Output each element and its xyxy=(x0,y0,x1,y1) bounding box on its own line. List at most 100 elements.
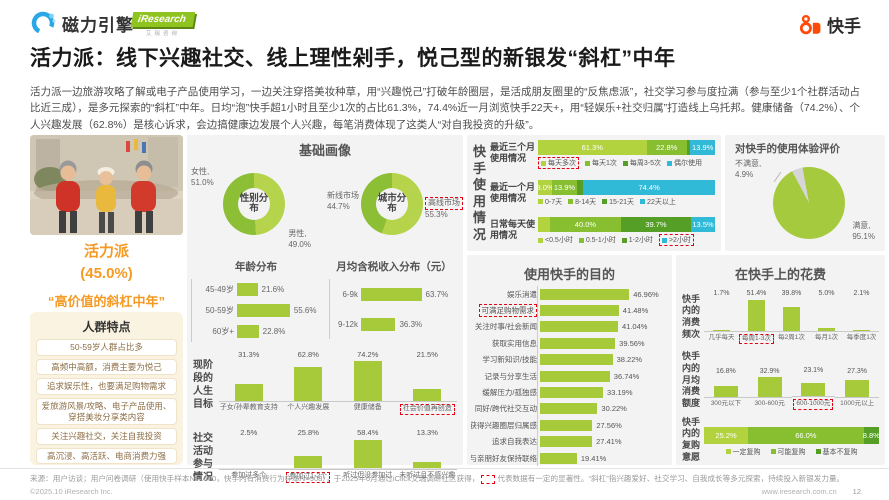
legend: 每天多次 每天1次 每周3-5次 偶尔使用 xyxy=(538,157,715,169)
purpose-row: 关注时事/社会新闻 41.04% xyxy=(475,319,659,335)
purpose-rows: 娱乐消遣 46.96% 可满足购物需求 41.48% 关注时事/社会新闻 41.04% 获取… xyxy=(471,286,659,467)
legend-item: >2小时 xyxy=(658,234,694,246)
column: 39.8% 每2周1次 xyxy=(774,290,809,344)
column-label-text: 几乎每天 xyxy=(708,334,735,342)
segment-value: 39.7% xyxy=(645,220,667,229)
trait-item: 50-59岁人群占比多 xyxy=(36,339,177,356)
column-value: 39.8% xyxy=(781,290,802,298)
column-bar xyxy=(818,328,835,332)
column-bar xyxy=(413,462,442,469)
column-value: 23.1% xyxy=(803,367,824,375)
column-label-text: 每2周1次 xyxy=(778,334,805,342)
legend-item: <0.5小时 xyxy=(538,234,573,246)
segment-value: 66.0% xyxy=(795,430,817,440)
group-name: 活力派 xyxy=(83,243,129,260)
source-text: 来源：用户访谈；用户问卷调研（使用快手样本N=1500，快手内有消费行为样本N=… xyxy=(30,474,480,483)
bar xyxy=(237,325,259,338)
purpose-label-text: 关注时事/社会新闻 xyxy=(474,322,537,332)
legend-swatch xyxy=(621,237,627,243)
donut-slice-name: 新线市场 xyxy=(327,191,359,200)
column-bar-area xyxy=(739,298,774,332)
footer-meta: ©2025.10 iResearch Inc. www.iresearch.co… xyxy=(30,487,861,496)
spend-amount-chart: 快手内的月均消费额度 16.8% 300元以下 32.9% 300-600元 23.1%… xyxy=(682,351,879,410)
column-value: 27.3% xyxy=(847,367,868,375)
bar-label: 与亲朋好友保持联络 xyxy=(471,453,540,464)
column-bar-area xyxy=(397,360,457,402)
bar xyxy=(540,452,577,464)
segment-value: 61.3% xyxy=(581,143,603,152)
column-bar-area xyxy=(704,376,748,398)
column-bar-area xyxy=(338,438,398,470)
purpose-row: 同好/跨代社交互动 30.22% xyxy=(475,401,659,417)
donut-slice-name: 高线市场 xyxy=(425,197,463,210)
segment-value: 13.5% xyxy=(692,220,714,229)
bar-row: 9-12k 36.3% xyxy=(332,309,459,339)
bar xyxy=(361,317,396,331)
life-goals-columns: 31.3% 子女/孙辈教育支持 62.8% 个人兴趣发展 74.2% 健康储备 21.5% 社… xyxy=(219,350,457,420)
cili-engine-icon xyxy=(31,11,56,35)
bar-label: 6-9k xyxy=(342,289,358,299)
purpose-row: 娱乐消遣 46.96% xyxy=(507,286,659,302)
donut-label: 新线市场 44.7% xyxy=(327,191,359,213)
trait-item: 关注兴趣社交，关注自我投资 xyxy=(36,428,177,445)
intro-paragraph: 活力派一边旅游攻略了解或电子产品使用学习，一边关注穿搭美妆种草，用“兴趣悦己”打… xyxy=(30,86,860,131)
bar-value: 22.8% xyxy=(262,327,286,336)
usage-panel-side-label: 快手使用情况 xyxy=(473,144,487,242)
usage-row-label: 最近三个月使用情况 xyxy=(490,142,536,164)
brand-right-text: 快手 xyxy=(827,17,861,36)
bar-segment xyxy=(576,179,584,195)
purpose-row: 追求自我表达 27.41% xyxy=(492,434,659,450)
purpose-row: 与亲朋好友保持联络 19.41% xyxy=(471,450,659,466)
legend-item: 8-14天 xyxy=(568,197,596,207)
kuaishou-icon xyxy=(799,14,821,34)
column: 51.4% 每周1-3次 xyxy=(739,290,774,345)
bar xyxy=(540,436,593,448)
legend-label: 15-21天 xyxy=(609,198,635,206)
legend-swatch xyxy=(541,160,546,166)
purpose-row: 获取实用信息 39.56% xyxy=(492,335,659,351)
bar xyxy=(237,304,290,317)
stacked-bar: 8.0% 13.9% 74.4% xyxy=(537,179,715,195)
photo-illustration xyxy=(30,135,183,235)
trait-item: 追求娱乐性，也要满足购物需求 xyxy=(36,378,177,395)
column-label: 个人兴趣发展 xyxy=(287,404,329,420)
traits-list: 50-59岁人群占比多 高频中高额，消费主要为悦己 追求娱乐性，也要满足购物需求 爱旅… xyxy=(30,339,183,465)
legend-label: 0-7天 xyxy=(545,198,563,206)
basic-profile-panel: 基础画像 性别分布 女性, 51.0% 男性, 49.0% 城市分布 新线市场 44.7… xyxy=(187,135,463,483)
bar-value: 27.41% xyxy=(596,437,622,447)
bar xyxy=(540,370,610,382)
bar-value: 41.48% xyxy=(622,306,649,316)
legend: <0.5小时 0.5-1小时 1-2小时 >2小时 xyxy=(538,234,715,246)
city-donut-center: 城市分布 xyxy=(376,188,408,220)
column-bar xyxy=(294,456,323,469)
legend-swatch xyxy=(578,237,584,243)
column-value: 2.1% xyxy=(853,290,870,298)
bar-label: 娱乐消遣 xyxy=(471,289,540,300)
column-label-text: 子女/孙辈教育支持 xyxy=(219,404,278,411)
purpose-label-text: 娱乐消遣 xyxy=(507,289,537,299)
income-chart: 月均含税收入分布（元） 6-9k 63.7% 9-12k 36.3% xyxy=(325,259,463,342)
legend-label: 22天以上 xyxy=(647,198,676,206)
column-value: 21.5% xyxy=(416,350,438,359)
bar-row: 60岁+ 22.8% xyxy=(194,321,321,342)
bar-segment: 8.8% xyxy=(862,426,880,444)
bar-label: 关注时事/社会新闻 xyxy=(471,321,540,332)
column-value: 58.4% xyxy=(357,428,379,437)
donut-slice-value: 51.0% xyxy=(191,177,214,187)
column-bar-area xyxy=(278,360,338,402)
column: 13.3% 未听过且不感兴趣 xyxy=(397,428,457,488)
bar-segment: 66.0% xyxy=(748,426,864,444)
donut-slice-name: 女性, xyxy=(191,167,210,176)
age-chart-title: 年龄分布 xyxy=(235,261,277,273)
column-label: 未听过且不感兴趣 xyxy=(399,472,455,488)
column: 16.8% 300元以下 xyxy=(704,351,748,409)
segment-value: 8.8% xyxy=(862,430,880,440)
legend-swatch xyxy=(667,160,673,166)
bar-label: 记录与分享生活 xyxy=(471,371,540,382)
legend-item: 可能复购 xyxy=(770,447,806,457)
column-label: 参加过1-2个 xyxy=(286,472,331,488)
usage-row-label: 最近一个月使用情况 xyxy=(490,181,536,203)
bar-value: 55.6% xyxy=(293,306,317,315)
bar-value: 63.7% xyxy=(425,289,449,299)
bar-label: 获得兴趣圈层归属感 xyxy=(471,420,540,431)
